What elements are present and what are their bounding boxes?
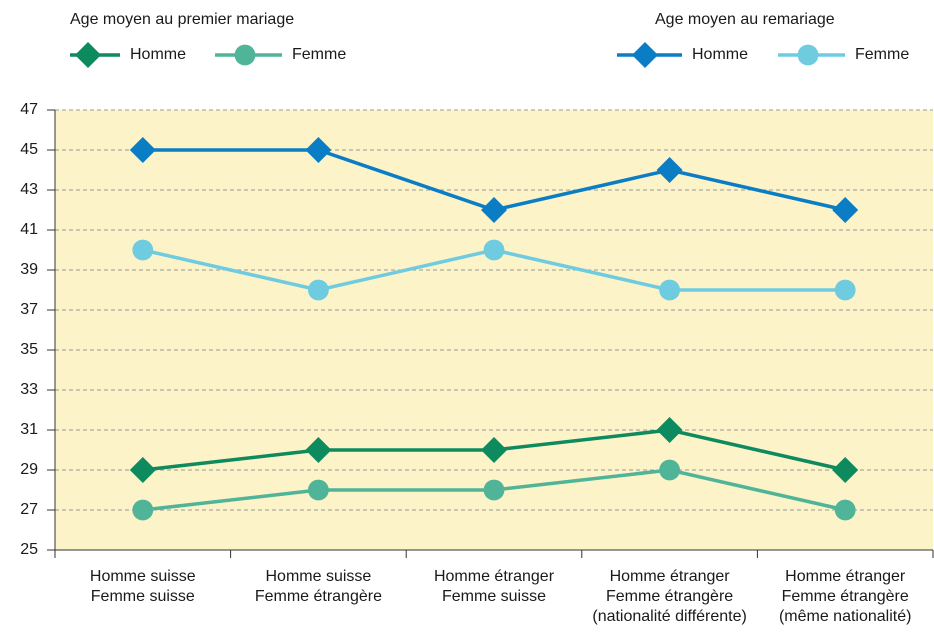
marker bbox=[234, 44, 256, 66]
x-tick-label: Homme étranger bbox=[785, 568, 906, 585]
marker bbox=[656, 157, 683, 183]
marker bbox=[132, 499, 154, 521]
marker bbox=[75, 42, 101, 68]
y-tick-label: 33 bbox=[20, 381, 38, 398]
marker bbox=[481, 197, 507, 223]
marker bbox=[659, 459, 680, 481]
marker bbox=[129, 457, 156, 483]
marker bbox=[132, 239, 154, 261]
marker bbox=[659, 279, 680, 301]
y-tick-label: 41 bbox=[20, 221, 38, 238]
x-tick-label: (même nationalité) bbox=[779, 608, 912, 625]
marker bbox=[832, 457, 859, 483]
x-tick-label: Homme étranger bbox=[610, 568, 731, 585]
marker bbox=[834, 499, 856, 521]
marker bbox=[305, 437, 332, 463]
marker bbox=[483, 239, 505, 261]
y-tick-label: 47 bbox=[20, 101, 38, 118]
legend-label: Homme bbox=[692, 46, 748, 63]
y-tick-label: 27 bbox=[20, 501, 38, 518]
marker bbox=[305, 137, 332, 163]
marker bbox=[308, 479, 329, 501]
x-tick-label: Homme suisse bbox=[90, 568, 196, 585]
legend-label: Homme bbox=[130, 46, 186, 63]
x-tick-label: Homme suisse bbox=[265, 568, 371, 585]
x-tick-label: (nationalité différente) bbox=[592, 608, 746, 625]
y-tick-label: 25 bbox=[20, 541, 38, 558]
legend-label: Femme bbox=[292, 46, 346, 63]
x-tick-label: Femme suisse bbox=[442, 588, 546, 605]
legend-title: Age moyen au remariage bbox=[655, 11, 835, 28]
marker bbox=[797, 44, 819, 66]
x-tick-label: Femme étrangère bbox=[255, 588, 382, 605]
x-tick-label: Femme suisse bbox=[91, 588, 195, 605]
y-tick-label: 31 bbox=[20, 421, 38, 438]
marker bbox=[308, 279, 329, 301]
legend-title: Age moyen au premier mariage bbox=[70, 11, 294, 28]
x-tick-label: Femme étrangère bbox=[782, 588, 909, 605]
y-tick-label: 29 bbox=[20, 461, 38, 478]
marker bbox=[129, 137, 156, 163]
x-tick-label: Homme étranger bbox=[434, 568, 555, 585]
marker bbox=[834, 279, 856, 301]
x-tick-label: Femme étrangère bbox=[606, 588, 733, 605]
legend-label: Femme bbox=[855, 46, 909, 63]
plot-area bbox=[55, 110, 933, 550]
marker bbox=[483, 479, 505, 501]
y-tick-label: 43 bbox=[20, 181, 38, 198]
y-tick-label: 39 bbox=[20, 261, 38, 278]
marker bbox=[481, 437, 507, 463]
y-tick-label: 45 bbox=[20, 141, 38, 158]
marker bbox=[656, 417, 683, 443]
y-tick-label: 35 bbox=[20, 341, 38, 358]
marker bbox=[832, 197, 859, 223]
marker bbox=[632, 42, 658, 68]
y-tick-label: 37 bbox=[20, 301, 38, 318]
